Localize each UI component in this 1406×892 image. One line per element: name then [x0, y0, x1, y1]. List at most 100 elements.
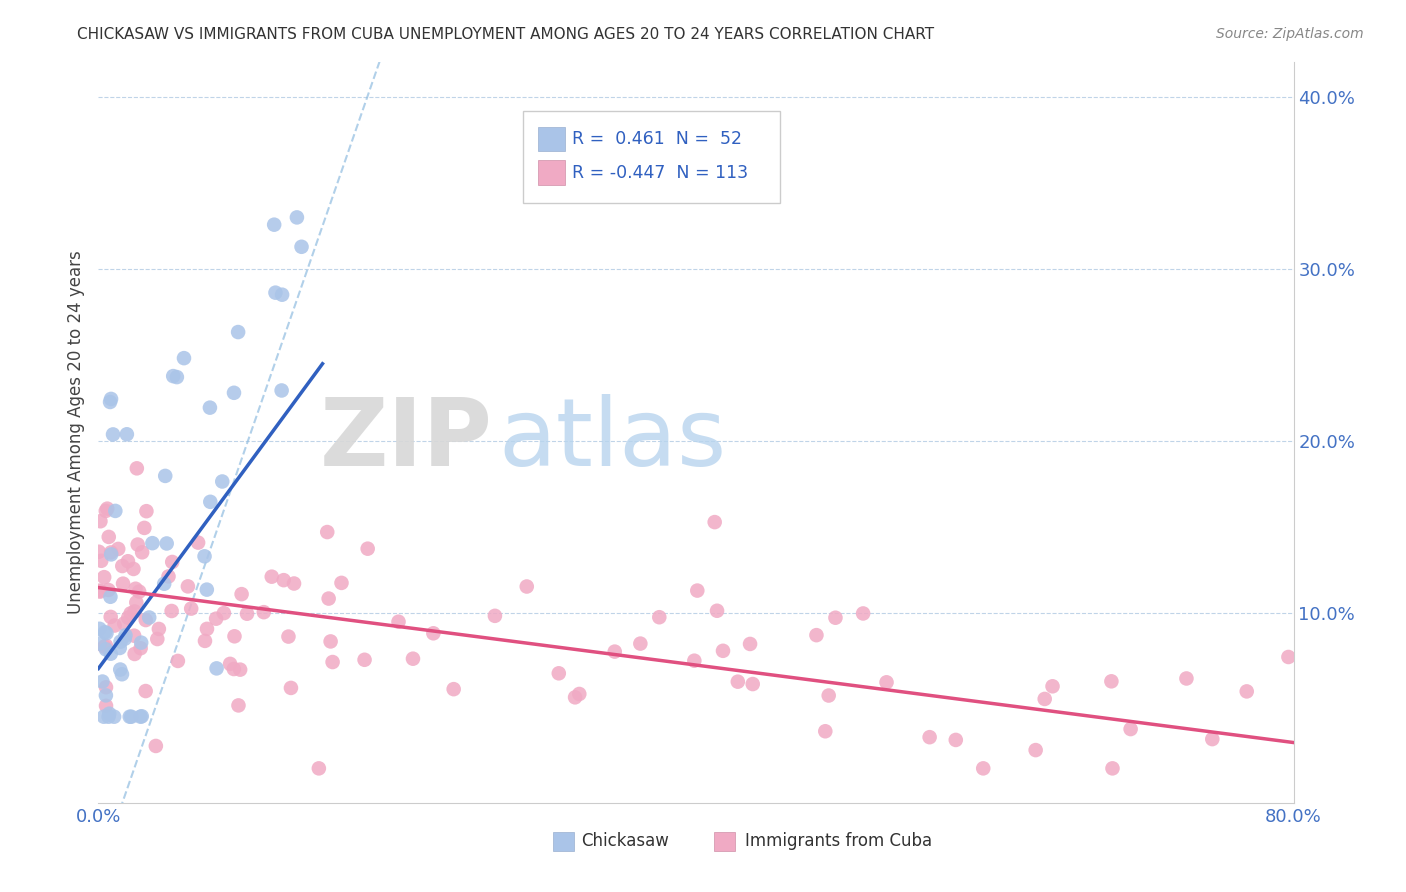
Point — [94, 698, 117, 713]
Point — [122, 629, 145, 643]
Point — [100, 545, 122, 559]
Point — [100, 590, 122, 604]
Point — [283, 576, 305, 591]
Point — [228, 698, 250, 713]
Point — [876, 675, 898, 690]
Point — [918, 730, 941, 744]
Point — [195, 622, 218, 636]
Point — [357, 541, 380, 556]
Point — [110, 634, 132, 648]
Point — [124, 604, 146, 618]
Point — [107, 541, 129, 556]
Point — [89, 636, 111, 650]
Point — [104, 618, 127, 632]
Point — [1099, 674, 1122, 689]
Point — [117, 610, 139, 624]
Point — [135, 504, 157, 518]
Point — [1101, 761, 1123, 775]
Point — [94, 625, 117, 640]
Point — [135, 613, 157, 627]
Point — [568, 687, 591, 701]
FancyBboxPatch shape — [523, 111, 779, 203]
Point — [145, 739, 167, 753]
Point — [98, 706, 121, 721]
Point — [98, 395, 121, 409]
Point — [1175, 672, 1198, 686]
Point — [134, 521, 156, 535]
Point — [229, 663, 252, 677]
Point — [547, 666, 569, 681]
Point — [727, 674, 749, 689]
Point — [125, 595, 148, 609]
Point — [1236, 684, 1258, 698]
Point — [124, 647, 146, 661]
Point — [100, 647, 122, 661]
Point — [167, 654, 190, 668]
Point — [97, 530, 120, 544]
Point — [211, 475, 233, 489]
Point — [93, 709, 115, 723]
Point — [1033, 692, 1056, 706]
Text: ZIP: ZIP — [321, 394, 494, 486]
Point — [131, 545, 153, 559]
Point — [128, 584, 150, 599]
Point — [271, 287, 294, 301]
Point — [402, 651, 425, 665]
Point — [112, 576, 135, 591]
Point — [222, 662, 245, 676]
Point — [706, 604, 728, 618]
Point — [97, 709, 120, 723]
Text: Source: ZipAtlas.com: Source: ZipAtlas.com — [1216, 27, 1364, 41]
Point — [205, 612, 228, 626]
Point — [124, 582, 146, 596]
Point — [824, 611, 846, 625]
Text: Immigrants from Cuba: Immigrants from Cuba — [745, 832, 932, 850]
Point — [89, 622, 111, 636]
Point — [114, 628, 136, 642]
Point — [330, 575, 353, 590]
Point — [156, 536, 179, 550]
Point — [100, 392, 122, 406]
Point — [806, 628, 828, 642]
Point — [205, 661, 228, 675]
Point — [115, 427, 138, 442]
Point — [104, 504, 127, 518]
Point — [972, 761, 994, 775]
Point — [100, 610, 122, 624]
Point — [94, 680, 117, 694]
Point — [180, 601, 202, 615]
FancyBboxPatch shape — [553, 831, 574, 851]
Point — [117, 554, 139, 568]
Point — [90, 554, 112, 568]
Point — [273, 573, 295, 587]
Point — [264, 285, 287, 300]
Point — [153, 576, 176, 591]
Point — [945, 733, 967, 747]
Point — [120, 607, 142, 621]
Point — [200, 495, 222, 509]
Point — [160, 555, 183, 569]
Point — [1119, 722, 1142, 736]
Point — [484, 608, 506, 623]
Point — [1201, 732, 1223, 747]
Point — [741, 677, 763, 691]
Point — [1277, 650, 1299, 665]
Point — [129, 641, 152, 656]
Point — [89, 514, 111, 528]
Point — [703, 515, 725, 529]
Point — [94, 689, 117, 703]
Point — [131, 709, 153, 723]
Point — [94, 642, 117, 657]
Point — [94, 504, 117, 518]
Point — [96, 626, 118, 640]
Point — [193, 549, 215, 564]
Point — [648, 610, 671, 624]
Point — [155, 469, 177, 483]
Point — [318, 591, 340, 606]
Point — [422, 626, 444, 640]
Point — [125, 461, 148, 475]
Point — [686, 583, 709, 598]
Point — [162, 369, 184, 384]
Point — [231, 587, 253, 601]
Point — [224, 629, 246, 643]
